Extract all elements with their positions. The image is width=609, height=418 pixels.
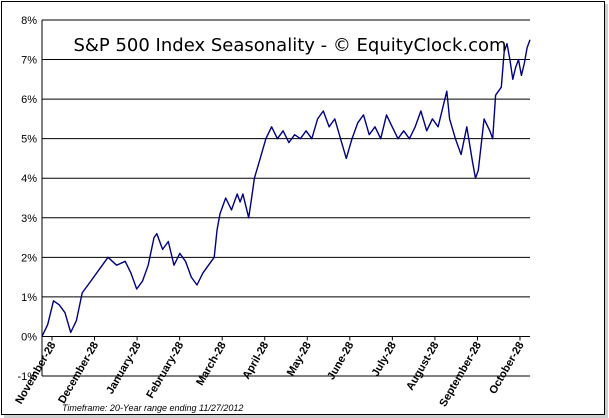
- chart-title: S&P 500 Index Seasonality - © EquityCloc…: [73, 35, 506, 56]
- gridlines: [42, 19, 530, 377]
- chart-footnote: Timeframe: 20-Year range ending 11/27/20…: [62, 403, 243, 413]
- y-tick-label: 1%: [21, 292, 37, 304]
- x-tick-label: September-28: [437, 340, 484, 409]
- x-tick-label: July-28: [370, 340, 399, 379]
- series-line: [41, 39, 531, 337]
- x-tick-label: August-28: [404, 340, 441, 393]
- y-tick-label: 8%: [21, 15, 37, 27]
- y-tick-label: -1%: [17, 371, 37, 383]
- x-tick-label: December-28: [56, 340, 101, 406]
- frame-shadow-bottom: [4, 415, 608, 418]
- y-tick-label: 6%: [21, 94, 37, 106]
- series-group: [41, 39, 531, 337]
- y-tick-label: 0%: [21, 331, 37, 343]
- x-tick-label: February-28: [144, 340, 186, 401]
- x-tick-label: May-28: [285, 340, 314, 378]
- y-tick-label: 3%: [21, 213, 37, 225]
- x-tick-label: October-28: [487, 340, 526, 396]
- frame-shadow-right: [605, 4, 608, 417]
- x-tick-label: April-28: [240, 340, 271, 381]
- y-tick-label: 7%: [21, 55, 37, 67]
- y-tick-label: 5%: [21, 134, 37, 146]
- y-axis-ticks: -1% 0% 1% 2% 3% 4% 5% 6% 7% 8%: [17, 15, 37, 383]
- y-tick-label: 2%: [21, 252, 37, 264]
- y-tick-label: 4%: [21, 173, 37, 185]
- x-tick-label: March-28: [194, 340, 229, 388]
- x-tick-label: January-28: [104, 340, 143, 396]
